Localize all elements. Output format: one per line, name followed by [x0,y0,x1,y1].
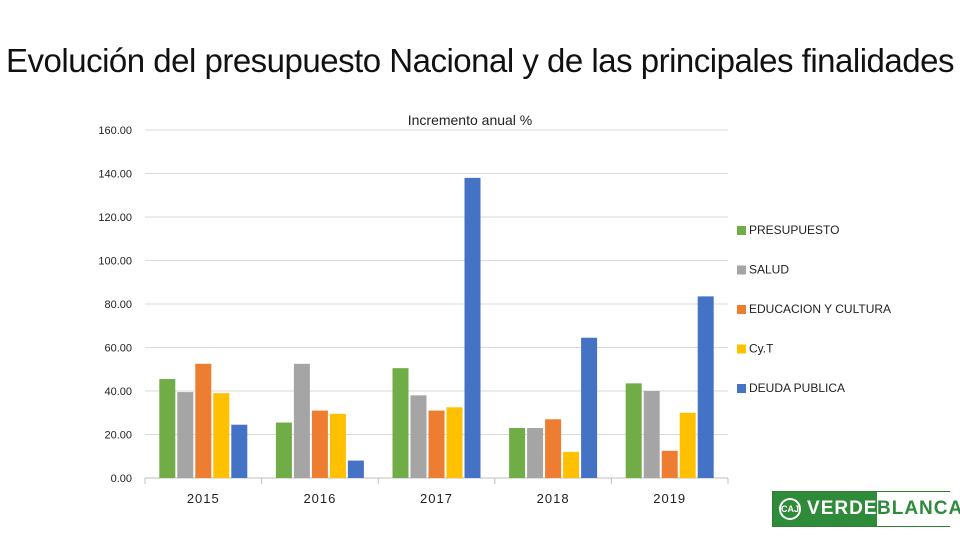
legend-label: EDUCACION Y CULTURA [749,302,891,316]
bar-deuda-publica-2017 [464,177,481,478]
slide-title: Evolución del presupuesto Nacional y de … [6,42,954,79]
legend-label: PRESUPUESTO [749,223,839,237]
legend-swatch [737,384,746,393]
bar-educacion-y-cultura-2015 [195,363,212,478]
bar-presupuesto-2018 [509,427,526,478]
bar-salud-2017 [410,395,427,478]
legend-label: DEUDA PUBLICA [749,381,845,395]
bar-presupuesto-2019 [625,383,642,478]
bar-salud-2018 [527,427,544,478]
y-tick-label: 40.00 [104,386,132,398]
x-axis-labels: 2015 2016 2017 2018 2019 [187,491,686,506]
y-tick-label: 120.00 [98,212,132,224]
x-category-label: 2018 [537,491,570,506]
y-tick-label: 20.00 [104,430,132,442]
y-tick-label: 80.00 [104,299,132,311]
bar-deuda-publica-2019 [697,296,714,478]
bar-salud-2016 [293,363,310,478]
chart-title: Incremento anual % [408,112,533,128]
legend-label: SALUD [749,263,789,277]
bars [159,177,714,478]
x-category-label: 2015 [187,491,220,506]
logo-verde-text: VERDE [807,498,878,519]
y-tick-label: 160.00 [98,125,132,137]
bar-educacion-y-cultura-2016 [311,410,328,478]
bar-cy-t-2015 [213,393,230,478]
legend-label: Cy.T [749,342,774,356]
bar-cy-t-2017 [446,407,463,478]
bar-presupuesto-2016 [275,422,292,478]
logo-blanca-text: BLANCA [877,492,960,526]
club-badge-icon: CAJ [779,498,802,520]
legend-swatch [737,344,746,354]
bar-salud-2015 [177,392,194,478]
bar-deuda-publica-2016 [347,460,364,478]
legend-swatch [737,226,746,235]
bar-presupuesto-2015 [159,379,176,478]
legend: PRESUPUESTO SALUD EDUCACION Y CULTURA Cy.T D… [737,223,891,395]
bar-cy-t-2019 [679,412,696,478]
bar-cy-t-2016 [329,413,346,478]
x-category-label: 2016 [303,491,336,506]
bar-deuda-publica-2018 [581,337,598,478]
legend-swatch [737,305,746,314]
legend-swatch [737,265,746,275]
bar-deuda-publica-2015 [231,424,248,478]
bar-educacion-y-cultura-2019 [661,450,678,478]
bar-salud-2019 [643,391,660,478]
bar-cy-t-2018 [563,451,580,478]
bar-educacion-y-cultura-2017 [428,410,445,478]
y-tick-label: 0.00 [111,473,132,485]
bar-educacion-y-cultura-2018 [545,419,562,478]
y-tick-label: 100.00 [98,256,132,268]
y-tick-label: 60.00 [104,343,132,355]
logo-left: CAJ VERDE [773,492,877,526]
x-category-label: 2019 [653,491,686,506]
verde-blanca-logo: CAJ VERDE BLANCA [772,491,960,527]
y-axis-labels: 0.00 20.00 40.00 60.00 80.00 100.00 120.00 140.… [98,125,132,485]
x-category-label: 2017 [420,491,453,506]
bar-presupuesto-2017 [392,368,409,478]
y-tick-label: 140.00 [98,169,132,181]
